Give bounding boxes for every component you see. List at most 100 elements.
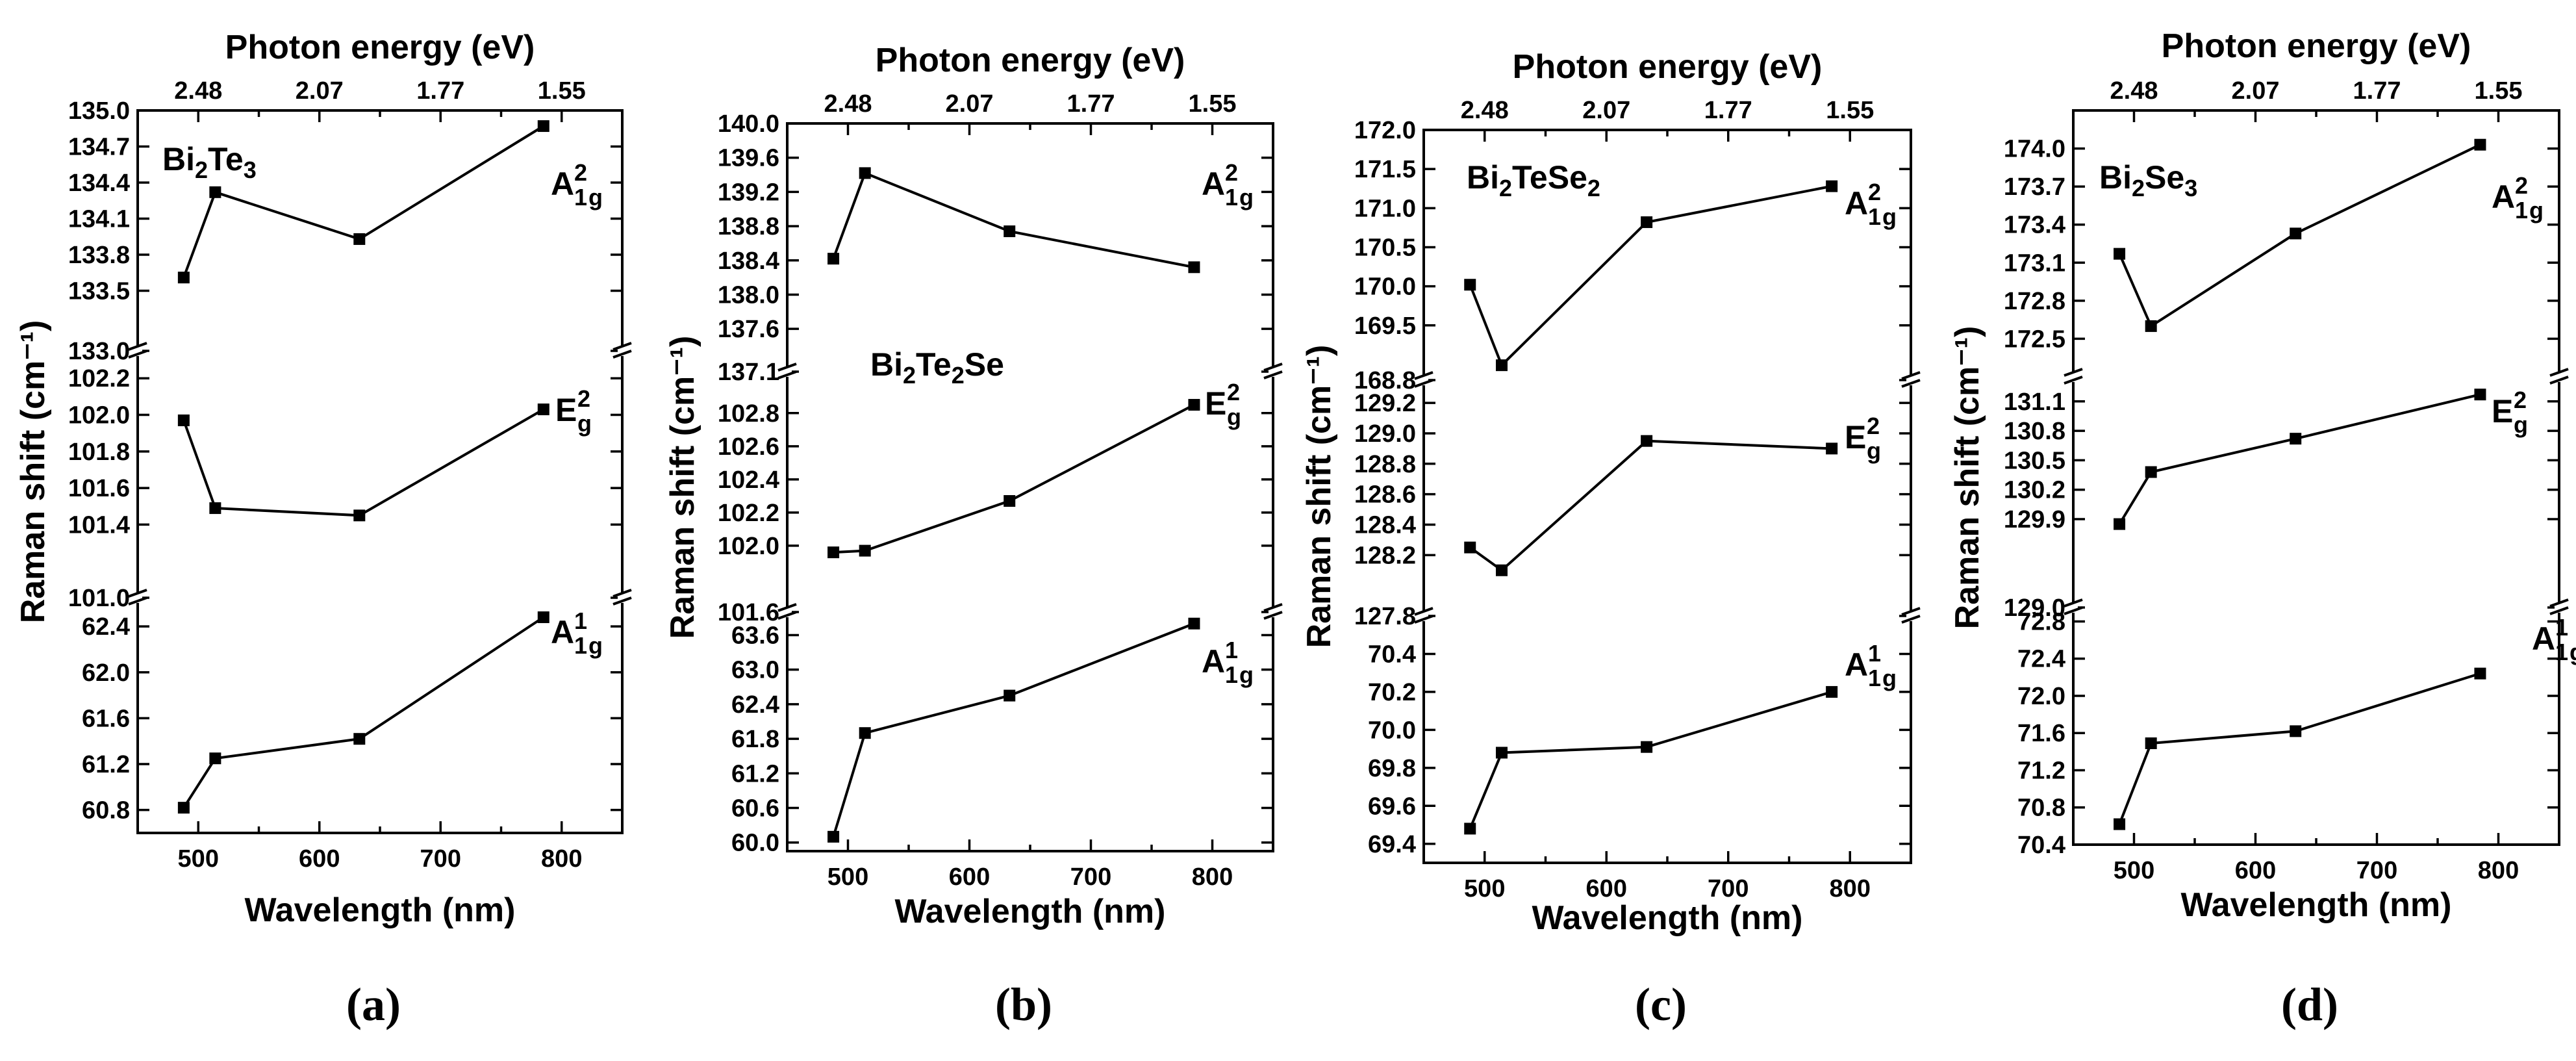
y-tick-label: 139.2 xyxy=(718,179,779,206)
x2-axis-title: Photon energy (eV) xyxy=(2162,27,2471,65)
mode-symbol: A xyxy=(1845,185,1868,222)
y-tick-label: 60.6 xyxy=(731,795,779,822)
x-axis-title: Wavelength (nm) xyxy=(2181,886,2452,924)
data-point-A1g1 xyxy=(2290,725,2302,737)
y-tick-label: 72.8 xyxy=(2017,608,2065,635)
data-point-A1g1 xyxy=(1641,741,1653,753)
mode-superscript: 2 xyxy=(2515,172,2528,199)
compound-char: e xyxy=(225,141,244,177)
mode-symbol: A xyxy=(1845,646,1868,683)
y-tick-label: 138.0 xyxy=(718,281,779,309)
y-tick-label: 170.0 xyxy=(1354,274,1416,301)
x2-axis-title: Photon energy (eV) xyxy=(1513,48,1823,86)
compound-char: i xyxy=(894,346,903,383)
data-point-A1g2 xyxy=(2474,138,2486,151)
compound-label: Bi2Se3 xyxy=(2099,159,2197,201)
mode-subscript: g xyxy=(1227,403,1241,430)
data-point-A1g1 xyxy=(1496,747,1508,759)
x-tick-label: 500 xyxy=(827,863,868,891)
y-tick-label: 133.5 xyxy=(68,278,130,305)
compound-char: e xyxy=(1569,159,1587,196)
axis-break-mark xyxy=(777,611,797,620)
mode-subscript: 1 xyxy=(2555,639,2568,665)
axis-break-mark xyxy=(612,350,632,359)
axis-break-mark xyxy=(2549,376,2569,385)
y-axis-title: Raman shift (cm⁻¹) xyxy=(1949,326,1986,630)
mode-symbol: E xyxy=(2492,393,2513,429)
x2-axis-title: Photon energy (eV) xyxy=(876,42,1185,79)
x2-tick-label: 2.48 xyxy=(824,90,872,118)
compound-label: Bi2Te3 xyxy=(162,141,257,183)
x2-tick-label: 2.07 xyxy=(296,77,344,105)
axis-break-mark xyxy=(612,589,632,598)
x2-tick-label: 2.48 xyxy=(2110,77,2158,105)
panel-c: 500 600 700 800 2.48 2.07 1.77 1.55 Wavelength (… xyxy=(1300,48,1921,1030)
series-line-Eg2 xyxy=(833,403,1195,554)
x-tick-label: 600 xyxy=(949,863,990,891)
data-point-Eg2 xyxy=(2474,389,2486,401)
axis-break-mark xyxy=(128,342,147,351)
mode-subscript: g xyxy=(1867,437,1881,464)
y-tick-label: 62.0 xyxy=(82,659,130,687)
mode-superscript: 2 xyxy=(2514,387,2527,413)
data-point-A1g2 xyxy=(1496,359,1508,372)
y-tick-label: 102.2 xyxy=(718,500,779,527)
y-tick-label: 102.8 xyxy=(718,400,779,428)
x2-axis-title: Photon energy (eV) xyxy=(225,29,535,66)
axis-break-mark xyxy=(2064,598,2083,607)
y-tick-label: 133.8 xyxy=(68,242,130,269)
data-point-Eg2 xyxy=(1004,495,1016,507)
data-point-Eg2 xyxy=(2114,518,2126,530)
mode-label-Eg2: E2 g xyxy=(1205,379,1241,430)
axis-break-mark xyxy=(2549,368,2569,377)
y-tick-label: 61.2 xyxy=(731,760,779,787)
x-tick-label: 600 xyxy=(299,845,340,873)
mode-symbol: E xyxy=(1845,419,1866,455)
mode-superscript: 2 xyxy=(1227,379,1240,405)
x-axis-title: Wavelength (nm) xyxy=(895,893,1166,930)
axis-break-mark xyxy=(2064,606,2083,615)
x2-tick-label: 1.55 xyxy=(2475,77,2523,105)
mode-symbol: E xyxy=(555,392,577,428)
y-tick-label: 69.6 xyxy=(1368,793,1416,820)
data-point-A1g1 xyxy=(859,727,871,739)
compound-subscript: 2 xyxy=(952,362,965,389)
compound-char: T xyxy=(208,141,227,177)
y-tick-label: 173.1 xyxy=(2004,249,2065,277)
data-point-A1g1 xyxy=(537,611,549,624)
compound-char: S xyxy=(2145,159,2166,196)
axis-break-mark xyxy=(128,589,147,598)
y-tick-label: 129.9 xyxy=(2004,506,2065,533)
y-tick-label: 60.0 xyxy=(731,830,779,857)
data-point-A1g1 xyxy=(2474,667,2486,680)
x-tick-label: 700 xyxy=(2356,857,2397,884)
y-tick-label: 70.0 xyxy=(1368,717,1416,744)
mode-label-A1g2: A2 1g xyxy=(1845,179,1897,230)
axis-break-mark xyxy=(1901,615,1921,624)
mode-subscript: 1 xyxy=(1868,203,1881,230)
mode-superscript: 2 xyxy=(1868,179,1881,205)
series-line-A1g1 xyxy=(832,622,1195,837)
y-tick-label: 173.4 xyxy=(2004,212,2065,239)
data-point-A1g2 xyxy=(1004,225,1016,237)
data-point-A1g1 xyxy=(1188,617,1200,630)
y-tick-label: 101.8 xyxy=(68,439,130,466)
data-point-A1g1 xyxy=(1004,689,1016,702)
data-point-Eg2 xyxy=(209,502,221,515)
y-tick-label: 72.0 xyxy=(2017,683,2065,710)
axis-break-mark xyxy=(2549,598,2569,607)
panel-b: 500 600 700 800 2.48 2.07 1.77 1.55 Wavelength (… xyxy=(664,42,1283,1030)
data-point-A1g1 xyxy=(209,752,221,765)
y-tick-label: 102.0 xyxy=(718,533,779,560)
mode-superscript: 2 xyxy=(1867,413,1880,439)
series-line-Eg2 xyxy=(1469,439,1832,572)
axis-break-mark xyxy=(128,596,147,606)
axis-break-mark xyxy=(1414,607,1433,616)
data-point-A1g2 xyxy=(177,272,190,284)
compound-subscript: 2 xyxy=(1499,175,1512,201)
y-tick-label: 128.6 xyxy=(1354,481,1416,509)
axis-break-mark xyxy=(1414,371,1433,380)
mode-subscript: g xyxy=(1239,661,1254,688)
y-tick-label: 70.4 xyxy=(2017,832,2065,859)
